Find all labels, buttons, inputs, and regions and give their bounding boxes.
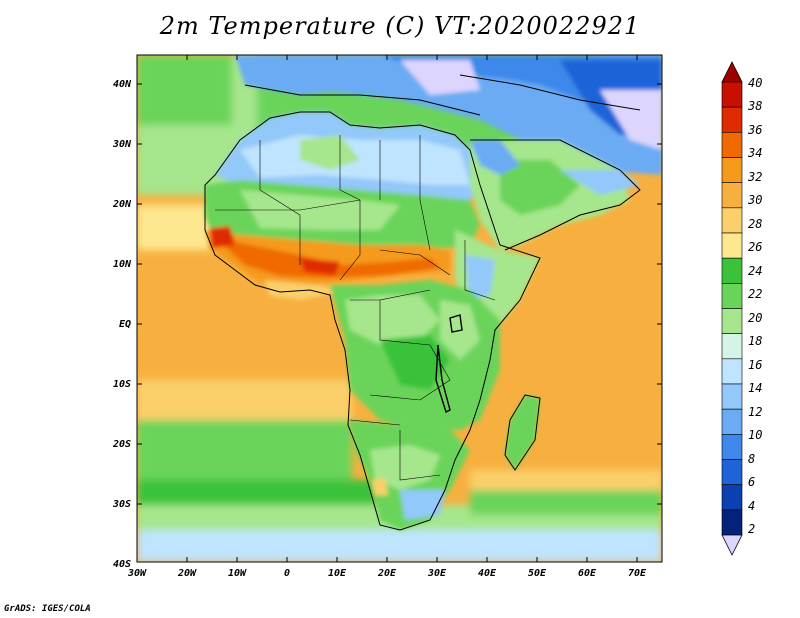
colorbar-boxes [721,81,743,536]
lat-label: 20N [112,199,132,210]
lon-label: 60E [578,568,597,579]
lon-label: 70E [628,568,647,579]
lon-label: 10W [228,568,247,579]
grads-credit: GrADS: IGES/COLA [4,604,91,614]
longitude-labels: 30W 20W 10W 0 10E 20E 30E 40E 50E 60E 70… [127,568,647,579]
colorbar-label: 34 [747,146,762,160]
latitude-labels: 40N 30N 20N 10N EQ 10S 20S 30S 40S [112,79,132,570]
colorbar-bottom-arrow [721,534,743,556]
colorbar-box [721,333,743,360]
temperature-map [137,55,662,562]
colorbar-box [721,509,743,536]
colorbar-label: 24 [748,264,762,278]
lat-label: 40S [113,559,131,570]
colorbar-box [721,232,743,259]
colorbar-label: 26 [748,240,762,254]
lon-label: 40E [478,568,497,579]
lon-label: 20E [377,568,397,579]
lon-label: 0 [284,568,290,579]
colorbar-box [721,132,743,158]
lat-label: 30N [112,139,132,150]
colorbar-box [721,257,743,284]
longitude-ticks [186,55,638,562]
colorbar-label: 32 [747,170,762,184]
latitude-ticks [137,83,662,505]
colorbar-box [721,383,743,410]
colorbar-label: 28 [748,217,762,231]
map-frame [136,54,663,563]
colorbar-box [721,182,743,209]
colorbar-label: 16 [748,358,762,372]
colorbar-label: 30 [747,193,762,207]
colorbar-box [721,308,743,334]
colorbar-label: 2 [748,522,755,536]
coastlines [204,74,641,531]
colorbar-label: 6 [748,475,755,489]
colorbar-top-arrow [721,61,743,83]
colorbar-label: 12 [748,405,762,419]
colorbar-box [721,358,743,385]
colorbar-box [721,408,743,435]
colorbar-label: 22 [748,287,762,301]
colorbar-box [721,459,743,485]
colorbar-label: 38 [747,99,762,113]
map-title: 2m Temperature (C) VT:2020022921 [159,12,641,40]
colorbar-label: 8 [748,452,755,466]
colorbar-label: 20 [748,311,762,325]
lakes [435,314,463,413]
colorbar-box [721,81,743,108]
colorbar-label: 36 [747,123,762,137]
country-borders [215,135,496,481]
lat-label: 10N [113,259,132,270]
colorbar-box [721,484,743,511]
lat-label: EQ [119,319,131,330]
lat-label: 30S [112,499,131,510]
lon-label: 50E [528,568,547,579]
colorbar-labels: 40 38 36 34 32 30 28 26 24 22 20 18 16 1… [747,76,762,536]
colorbar-box [721,157,743,183]
colorbar-label: 18 [748,334,762,348]
colorbar-box [721,434,743,460]
colorbar-box [721,106,743,133]
lon-label: 30W [127,568,147,579]
colorbar-label: 40 [748,76,762,90]
lat-label: 10S [113,379,131,390]
colorbar-box [721,283,743,309]
lat-label: 40N [113,79,132,90]
colorbar-box [721,207,743,234]
lon-label: 20W [177,568,197,579]
lon-label: 10E [328,568,347,579]
lon-label: 30E [427,568,447,579]
colorbar-label: 10 [748,428,762,442]
lat-label: 20S [112,439,131,450]
colorbar-label: 4 [748,499,755,513]
colorbar-label: 14 [748,381,762,395]
colorbar: 40 38 36 34 32 30 28 26 24 22 20 18 16 1… [721,61,762,556]
